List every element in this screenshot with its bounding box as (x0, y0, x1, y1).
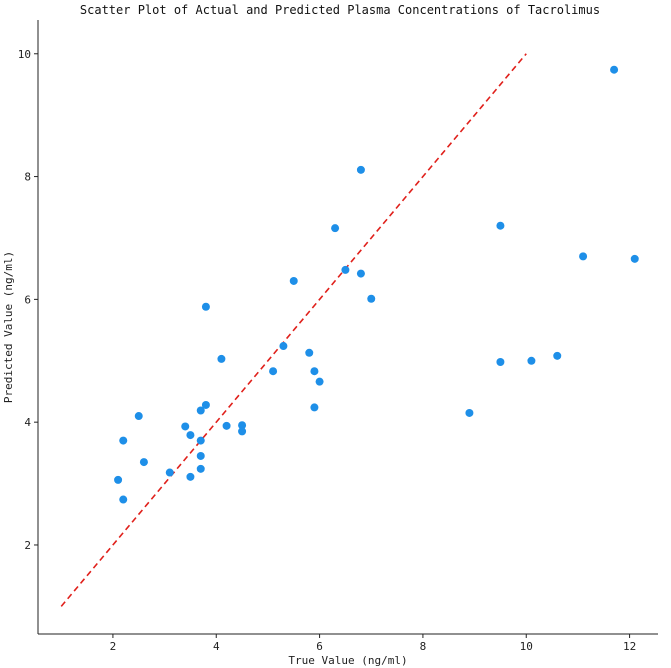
data-point (139, 458, 148, 467)
data-points (114, 65, 639, 504)
data-point (186, 472, 195, 481)
y-tick-label: 8 (24, 171, 31, 184)
data-point (465, 408, 474, 417)
data-point (114, 475, 123, 484)
data-point (367, 294, 376, 303)
data-point (356, 269, 365, 278)
data-point (269, 367, 278, 376)
y-tick-label: 10 (18, 48, 31, 61)
data-point (222, 421, 231, 430)
data-point (315, 377, 324, 386)
data-point (165, 468, 174, 477)
data-point (496, 357, 505, 366)
x-ticks: 2 4 6 8 10 12 (110, 634, 636, 653)
data-point (356, 165, 365, 174)
x-tick-label: 2 (110, 640, 117, 653)
data-point (238, 421, 247, 430)
data-point (186, 431, 195, 440)
data-point (196, 406, 205, 415)
y-tick-label: 2 (24, 539, 31, 552)
axes (37, 20, 658, 635)
data-point (527, 356, 536, 365)
x-tick-label: 4 (213, 640, 220, 653)
data-point (610, 65, 619, 74)
data-point (119, 495, 128, 504)
reference-line (60, 53, 527, 607)
data-point (196, 451, 205, 460)
data-point (279, 342, 288, 351)
data-point (238, 427, 247, 436)
data-point (553, 351, 562, 360)
y-tick-label: 4 (24, 416, 31, 429)
x-tick-label: 8 (420, 640, 427, 653)
data-point (289, 276, 298, 285)
data-point (341, 265, 350, 274)
data-point (196, 436, 205, 445)
chart-title: Scatter Plot of Actual and Predicted Pla… (80, 3, 600, 17)
data-point (579, 252, 588, 261)
y-axis-label: Predicted Value (ng/ml) (2, 251, 15, 403)
data-point (305, 348, 314, 357)
x-tick-label: 12 (623, 640, 636, 653)
data-point (201, 400, 210, 409)
data-point (630, 254, 639, 263)
y-ticks: 2 4 6 8 10 (18, 48, 38, 552)
data-point (496, 221, 505, 230)
y-tick-label: 6 (24, 293, 31, 306)
x-axis-label: True Value (ng/ml) (288, 654, 407, 667)
data-point (331, 224, 340, 233)
data-point (134, 412, 143, 421)
x-tick-label: 10 (520, 640, 533, 653)
data-point (181, 422, 190, 431)
data-point (217, 354, 226, 363)
data-point (196, 464, 205, 473)
data-point (310, 403, 319, 412)
x-tick-label: 6 (316, 640, 323, 653)
data-point (119, 436, 128, 445)
data-point (310, 367, 319, 376)
data-point (201, 302, 210, 311)
